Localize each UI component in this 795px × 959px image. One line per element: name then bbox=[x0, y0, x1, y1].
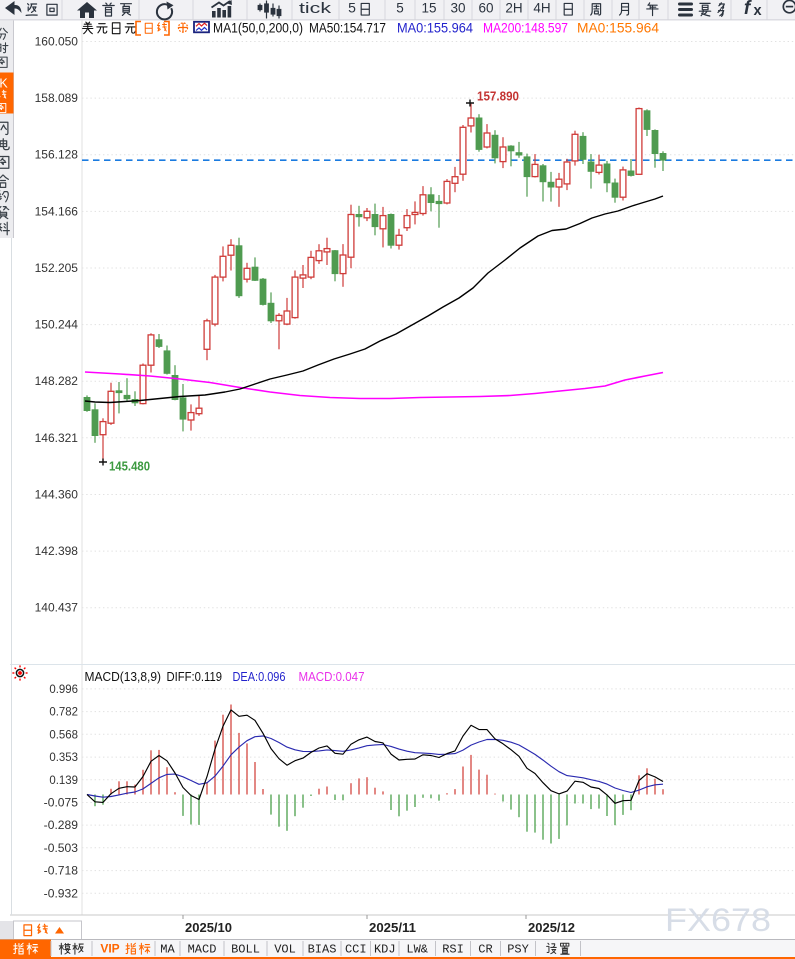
svg-text:MACD(13,8,9): MACD(13,8,9) bbox=[85, 669, 162, 684]
svg-text:CCI: CCI bbox=[345, 943, 367, 957]
svg-text:-0.075: -0.075 bbox=[44, 796, 79, 810]
svg-text:FX678: FX678 bbox=[665, 902, 771, 938]
svg-text:148.282: 148.282 bbox=[35, 374, 79, 388]
svg-text:BIAS: BIAS bbox=[308, 943, 337, 957]
svg-text:5: 5 bbox=[396, 1, 404, 16]
svg-text:0.996: 0.996 bbox=[49, 682, 78, 696]
svg-text:157.890: 157.890 bbox=[477, 90, 519, 104]
svg-text:MA1(50,0,200,0): MA1(50,0,200,0) bbox=[213, 21, 303, 36]
svg-text:145.480: 145.480 bbox=[109, 460, 150, 474]
svg-text:0.782: 0.782 bbox=[49, 705, 78, 719]
svg-text:MACD:0.047: MACD:0.047 bbox=[299, 669, 365, 684]
svg-text:x: x bbox=[753, 3, 761, 19]
svg-text:2H: 2H bbox=[505, 1, 522, 16]
svg-text:-0.503: -0.503 bbox=[44, 841, 79, 855]
svg-text:PSY: PSY bbox=[507, 943, 529, 957]
svg-text:2025/12: 2025/12 bbox=[528, 921, 575, 935]
svg-text:KDJ: KDJ bbox=[374, 943, 396, 957]
svg-text:MA0:155.964: MA0:155.964 bbox=[577, 21, 659, 36]
svg-text:MA0:155.964: MA0:155.964 bbox=[397, 21, 473, 36]
svg-text:60: 60 bbox=[478, 1, 493, 16]
svg-text:2025/11: 2025/11 bbox=[369, 921, 416, 935]
svg-text:VOL: VOL bbox=[274, 943, 296, 957]
svg-text:30: 30 bbox=[450, 1, 465, 16]
svg-text:150.244: 150.244 bbox=[35, 318, 79, 332]
svg-text:RSI: RSI bbox=[442, 943, 464, 957]
svg-text:K: K bbox=[0, 77, 8, 91]
svg-text:MA200:148.597: MA200:148.597 bbox=[483, 21, 568, 36]
svg-text:15: 15 bbox=[421, 1, 436, 16]
svg-text:DIFF:0.119: DIFF:0.119 bbox=[167, 669, 223, 684]
svg-text:DEA:0.096: DEA:0.096 bbox=[233, 669, 286, 684]
svg-text:4H: 4H bbox=[533, 1, 550, 16]
svg-text:5: 5 bbox=[348, 0, 356, 16]
svg-text:158.089: 158.089 bbox=[35, 91, 79, 105]
svg-text:MA50:154.717: MA50:154.717 bbox=[309, 21, 386, 36]
svg-text:2025/10: 2025/10 bbox=[185, 921, 232, 935]
svg-text:VIP: VIP bbox=[100, 942, 119, 956]
svg-text:BOLL: BOLL bbox=[231, 943, 260, 957]
svg-text:0.568: 0.568 bbox=[49, 727, 78, 741]
svg-text:146.321: 146.321 bbox=[35, 431, 79, 445]
svg-text:142.398: 142.398 bbox=[35, 544, 79, 558]
svg-text:-0.289: -0.289 bbox=[44, 818, 79, 832]
svg-text:-0.932: -0.932 bbox=[44, 886, 79, 900]
svg-text:0.353: 0.353 bbox=[49, 750, 78, 764]
svg-text:144.360: 144.360 bbox=[35, 488, 79, 502]
svg-text:0.139: 0.139 bbox=[49, 773, 78, 787]
svg-text:160.050: 160.050 bbox=[35, 35, 79, 49]
svg-text:154.166: 154.166 bbox=[35, 204, 79, 218]
svg-text:LW&: LW& bbox=[406, 943, 428, 957]
svg-text:f: f bbox=[744, 0, 752, 19]
svg-text:152.205: 152.205 bbox=[35, 261, 79, 275]
svg-text:MA: MA bbox=[160, 943, 175, 957]
svg-text:-0.718: -0.718 bbox=[44, 864, 79, 878]
svg-text:tick: tick bbox=[299, 0, 332, 17]
svg-text:MACD: MACD bbox=[188, 943, 217, 957]
svg-text:CR: CR bbox=[478, 943, 492, 957]
svg-text:156.128: 156.128 bbox=[35, 148, 79, 162]
svg-text:140.437: 140.437 bbox=[35, 601, 79, 615]
